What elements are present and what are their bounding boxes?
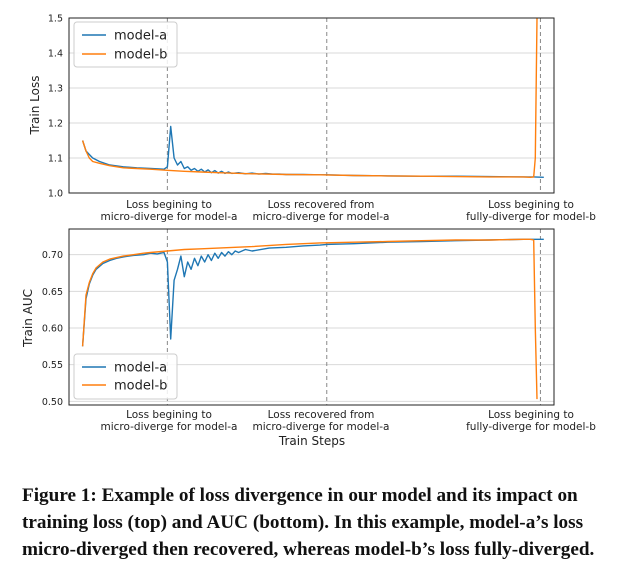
x-axis-label: Train Steps bbox=[278, 434, 345, 448]
loss-y-tick-label-0: 1.0 bbox=[48, 189, 63, 200]
auc-legend: model-a model-b bbox=[73, 353, 178, 400]
loss-y-axis-label: Train Loss bbox=[28, 76, 42, 136]
auc-plot-frame bbox=[68, 228, 555, 406]
loss-annotation-3-line-1: Loss begining to bbox=[488, 199, 574, 211]
auc-legend-box bbox=[73, 353, 178, 400]
auc-series bbox=[81, 238, 544, 400]
auc-y-tick-label-4: 0.70 bbox=[42, 250, 63, 261]
loss-legend-label-model-a: model-a bbox=[114, 29, 167, 44]
auc-annotation-3-line-2: fully-diverge for model-b bbox=[466, 421, 596, 433]
auc-series-line-model-b bbox=[81, 238, 538, 400]
auc-y-tick-label-0: 0.50 bbox=[42, 397, 63, 408]
auc-legend-label-model-b: model-b bbox=[114, 379, 167, 394]
loss-y-ticks: 1.0 1.1 1.2 1.3 1.4 1.5 bbox=[48, 14, 63, 200]
loss-y-tick-label-5: 1.5 bbox=[48, 14, 63, 25]
auc-chart: 0.50 0.55 0.60 0.65 0.70 Train AUC model-a m… bbox=[21, 228, 597, 448]
loss-legend-box bbox=[73, 21, 178, 68]
loss-annotation-1-line-2: micro-diverge for model-a bbox=[101, 211, 238, 223]
auc-annotation-lines bbox=[166, 229, 541, 405]
auc-annotation-1-line-2: micro-diverge for model-a bbox=[101, 421, 238, 433]
auc-y-tick-label-3: 0.65 bbox=[42, 287, 63, 298]
loss-y-tick-label-1: 1.1 bbox=[48, 154, 63, 165]
figure-charts: 1.0 1.1 1.2 1.3 1.4 1.5 Train Loss model-a mo… bbox=[21, 14, 597, 449]
loss-annotation-lines bbox=[166, 18, 541, 193]
figure-caption: Figure 1: Example of loss divergence in … bbox=[22, 485, 595, 560]
loss-series-line-model-b bbox=[81, 17, 538, 179]
auc-series-line-model-a bbox=[81, 238, 544, 347]
loss-legend: model-a model-b bbox=[73, 21, 178, 68]
loss-legend-label-model-b: model-b bbox=[114, 48, 167, 63]
auc-y-axis-label: Train AUC bbox=[21, 289, 35, 348]
auc-legend-label-model-a: model-a bbox=[114, 361, 167, 376]
loss-annotation-labels: Loss begining to micro-diverge for model… bbox=[101, 199, 597, 223]
auc-y-tick-label-1: 0.55 bbox=[42, 360, 63, 371]
loss-annotation-3-line-2: fully-diverge for model-b bbox=[466, 211, 596, 223]
auc-y-tick-label-2: 0.60 bbox=[42, 324, 63, 335]
auc-annotation-2-line-1: Loss recovered from bbox=[268, 409, 375, 421]
auc-annotation-2-line-2: micro-diverge for model-a bbox=[253, 421, 390, 433]
loss-annotation-1-line-1: Loss begining to bbox=[126, 199, 212, 211]
auc-annotation-labels: Loss begining to micro-diverge for model… bbox=[101, 409, 597, 433]
loss-y-tick-label-2: 1.2 bbox=[48, 119, 63, 130]
loss-chart: 1.0 1.1 1.2 1.3 1.4 1.5 Train Loss model-a mo… bbox=[28, 14, 596, 224]
loss-y-tick-label-4: 1.4 bbox=[48, 49, 63, 60]
auc-y-ticks: 0.50 0.55 0.60 0.65 0.70 bbox=[42, 250, 63, 408]
auc-annotation-3-line-1: Loss begining to bbox=[488, 409, 574, 421]
loss-y-tick-label-3: 1.3 bbox=[48, 84, 63, 95]
loss-series bbox=[81, 17, 544, 179]
loss-annotation-2-line-1: Loss recovered from bbox=[268, 199, 375, 211]
loss-annotation-2-line-2: micro-diverge for model-a bbox=[253, 211, 390, 223]
auc-annotation-1-line-1: Loss begining to bbox=[126, 409, 212, 421]
loss-plot-frame bbox=[68, 17, 555, 194]
